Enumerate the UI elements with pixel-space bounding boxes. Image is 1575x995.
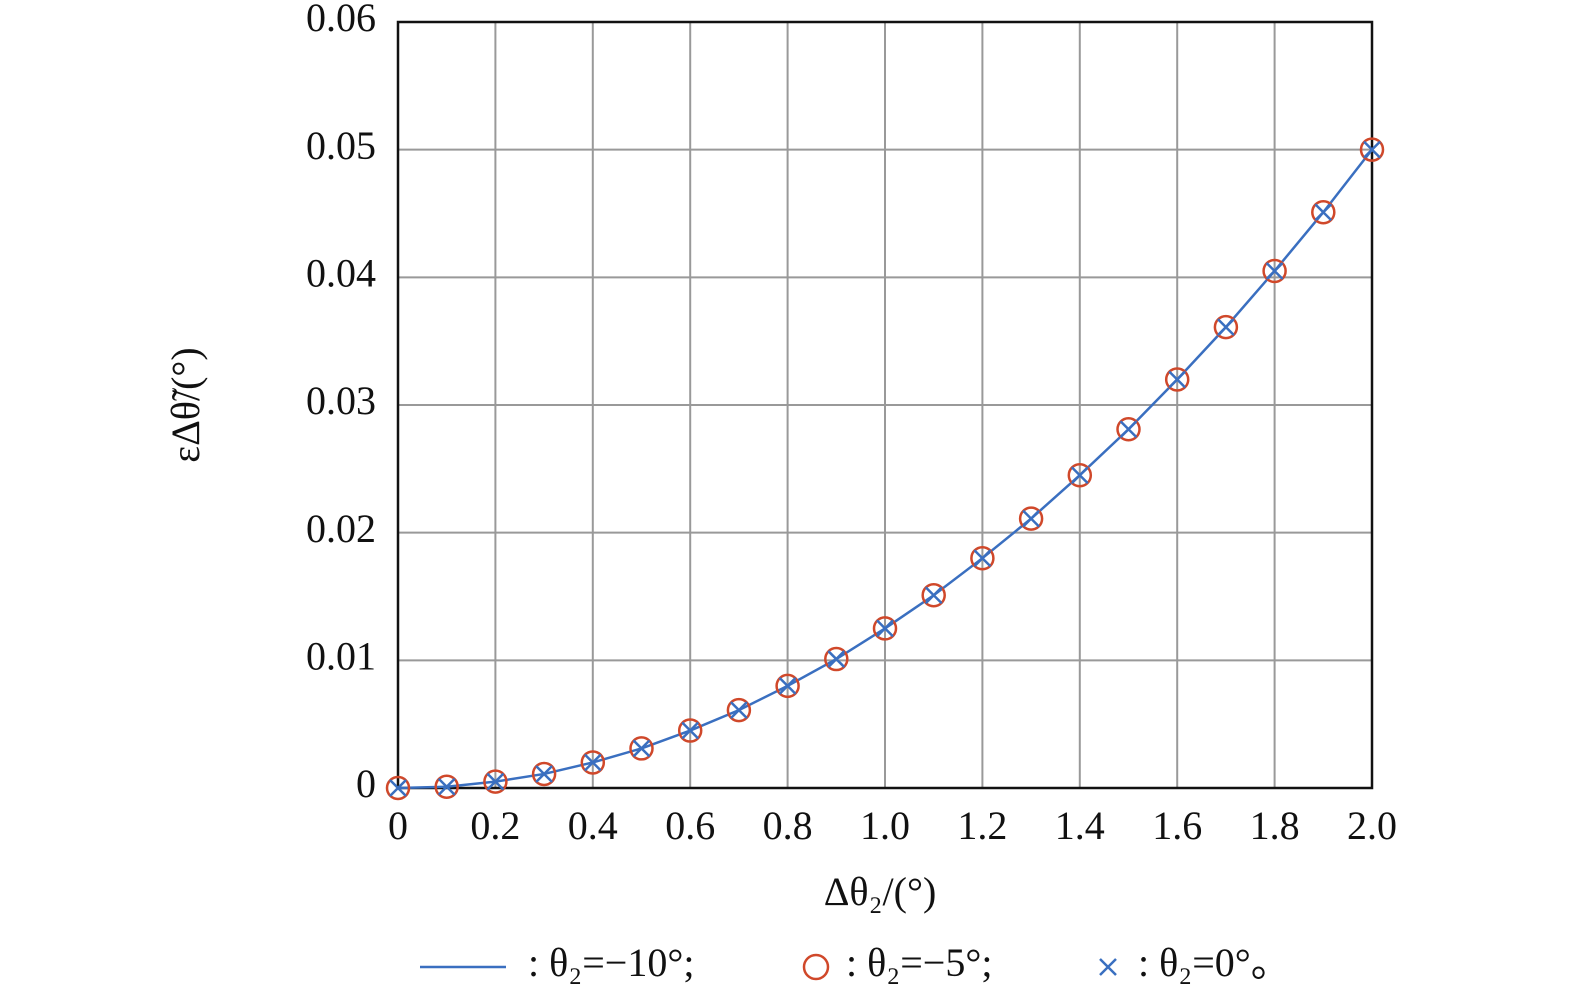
data-point xyxy=(1119,420,1138,439)
data-point xyxy=(1217,318,1235,337)
y-tick-label: 0.01 xyxy=(306,634,376,679)
data-point xyxy=(1116,417,1141,442)
data-point xyxy=(535,765,553,783)
data-point xyxy=(385,775,411,801)
data-point xyxy=(726,697,752,723)
y-tick-label: 0 xyxy=(356,761,376,806)
data-point xyxy=(389,779,407,797)
data-point xyxy=(1018,506,1044,531)
legend-label: : θ₂=0°。 xyxy=(1138,940,1291,985)
data-point xyxy=(1164,367,1190,392)
data-point xyxy=(824,646,849,672)
y-tick-label: 0.05 xyxy=(306,123,376,168)
data-point xyxy=(681,721,700,740)
data-point xyxy=(970,545,995,571)
plot-frame xyxy=(396,20,1374,790)
data-point xyxy=(1213,314,1239,340)
x-tick-label: 0.4 xyxy=(568,803,618,848)
data-point xyxy=(583,753,602,772)
data-point xyxy=(1070,466,1089,485)
data-point xyxy=(531,761,557,787)
legend-label: : θ₂=−5°; xyxy=(846,940,992,985)
data-point xyxy=(434,774,459,799)
data-point xyxy=(827,650,846,668)
x-tick-label: 1.2 xyxy=(957,803,1007,848)
legend-marker xyxy=(802,953,830,981)
y-tick-label: 0.04 xyxy=(306,251,376,296)
x-axis-label: Δθ₂/(°) xyxy=(824,869,937,914)
x-tick-label: 0 xyxy=(388,803,408,848)
x-tick-label: 0.2 xyxy=(470,803,520,848)
x-tick-label: 1.8 xyxy=(1250,803,1300,848)
data-point xyxy=(632,739,651,758)
legend-label: : θ₂=−10°; xyxy=(528,940,694,985)
data-point xyxy=(1314,203,1333,222)
data-point xyxy=(1168,370,1187,389)
x-tick-label: 1.6 xyxy=(1152,803,1202,848)
data-point xyxy=(1262,258,1287,284)
data-point xyxy=(730,701,748,720)
data-point xyxy=(872,616,898,641)
x-tick-label: 1.4 xyxy=(1055,803,1105,848)
data-point xyxy=(778,676,797,695)
legend-marker xyxy=(1099,958,1117,976)
x-tick-label: 1.0 xyxy=(860,803,910,848)
data-point xyxy=(486,772,505,791)
data-point xyxy=(1363,140,1381,159)
y-tick-label: 0.03 xyxy=(306,378,376,423)
data-point xyxy=(1067,462,1093,488)
data-point xyxy=(1311,199,1336,225)
data-point xyxy=(437,777,456,796)
x-tick-label: 2.0 xyxy=(1347,803,1397,848)
x-tick-label: 0.8 xyxy=(763,803,813,848)
data-point xyxy=(924,586,943,605)
data-point xyxy=(1359,137,1385,162)
data-point xyxy=(876,619,894,638)
data-point xyxy=(973,549,992,568)
data-point xyxy=(483,769,508,794)
data-point xyxy=(1265,262,1284,280)
x-tick-label: 0.6 xyxy=(665,803,715,848)
y-tick-label: 0.06 xyxy=(306,0,376,40)
y-tick-label: 0.02 xyxy=(306,506,376,551)
data-point xyxy=(1022,509,1040,528)
data-point xyxy=(677,718,703,743)
data-point xyxy=(580,750,606,775)
data-point xyxy=(921,582,946,608)
data-point xyxy=(775,673,800,699)
data-point xyxy=(629,736,654,761)
y-axis-label: εΔθ̃/(°) xyxy=(163,347,208,462)
